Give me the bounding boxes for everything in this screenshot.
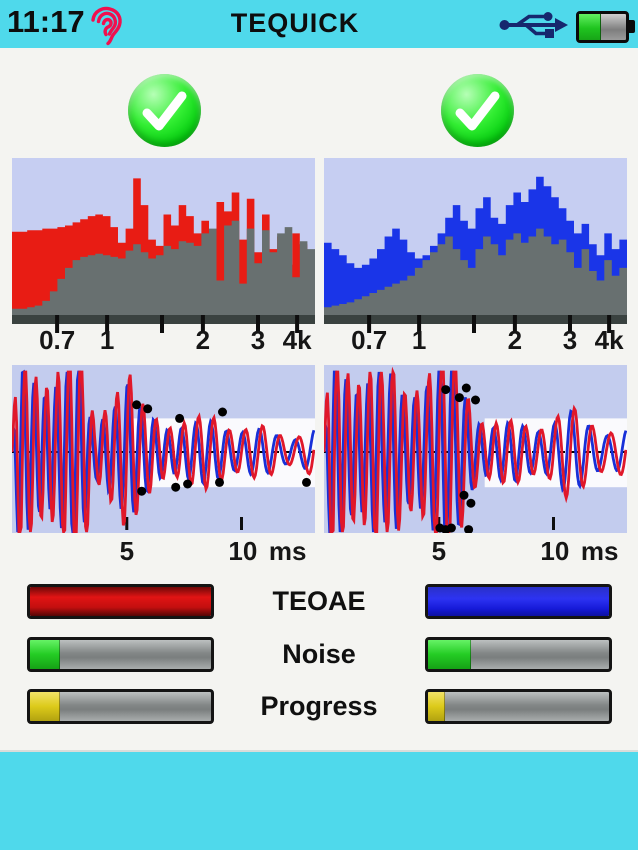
battery-fill (579, 14, 602, 40)
noise-bar-label: Noise (282, 639, 356, 669)
progress-fill-left (30, 692, 60, 721)
left-ear-spectrum-chart: 0.7 1 2 3 4k (12, 158, 315, 355)
right-ear-spectrum-chart: 0.7 1 2 3 4k (324, 158, 627, 355)
right-ear-waveform-chart: 5 10 ms (324, 365, 627, 566)
left-ear-waveform-chart: 5 10 ms (12, 365, 315, 566)
axis-tick-label: 10 (540, 536, 570, 566)
right-waveform-axis-labels: 5 10 ms (324, 536, 627, 566)
axis-tick-label: ms (580, 536, 619, 566)
bottom-button-bar: i (0, 750, 638, 850)
ear-logo-icon (91, 6, 122, 46)
progress-fill-right (428, 692, 446, 721)
progress-bar-left (27, 689, 214, 724)
teoae-level-bar-left (27, 584, 214, 619)
page-title: TEQUICK (230, 8, 360, 38)
noise-level-bar-left (27, 637, 214, 672)
teoae-level-fill-left (30, 587, 211, 616)
clock-time: 11:17 (7, 4, 85, 39)
axis-tick-label: ms (268, 536, 307, 566)
top-status-bar: 11:17 TEQUICK (0, 0, 638, 48)
axis-tick-label: 10 (228, 536, 258, 566)
progress-bar-label: Progress (260, 691, 378, 721)
noise-level-bar-right (425, 637, 612, 672)
axis-tick-label: 5 (119, 536, 135, 566)
left-waveform-axis-labels: 5 10 ms (12, 536, 315, 566)
progress-bar-right (425, 689, 612, 724)
axis-tick-label: 5 (431, 536, 447, 566)
right-ear-pass-checkmark-icon (441, 74, 514, 147)
left-ear-pass-checkmark-icon (128, 74, 201, 147)
teoae-level-bar-right (425, 584, 612, 619)
teoae-level-fill-right (428, 587, 609, 616)
noise-level-fill-left (30, 640, 60, 669)
teoae-bar-label: TEOAE (272, 586, 366, 616)
usb-connected-icon (499, 12, 568, 38)
battery-icon (576, 11, 635, 43)
noise-level-fill-right (428, 640, 471, 669)
